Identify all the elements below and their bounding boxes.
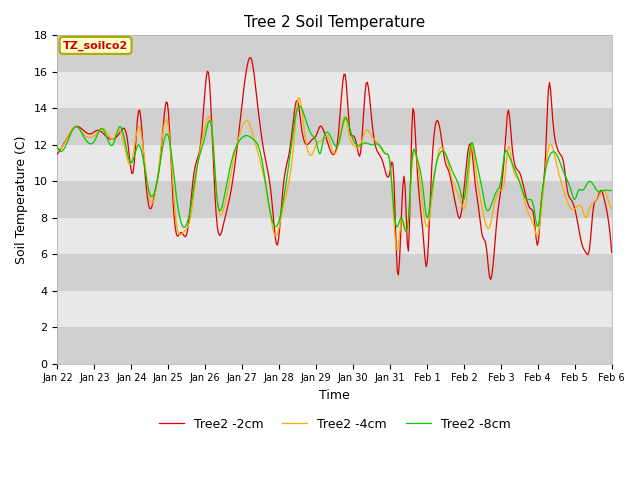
Bar (58, 327, 612, 364)
Tree2 -2cm (247, 55, 255, 60)
Bar (58, 36, 612, 72)
Text: TZ_soilco2: TZ_soilco2 (63, 40, 128, 50)
Tree2 -4cm (596, 190, 604, 196)
Tree2 -8cm (54, 144, 61, 149)
Tree2 -2cm (608, 250, 616, 255)
Tree2 -4cm (294, 95, 302, 101)
Tree2 -8cm (355, 143, 362, 148)
Tree2 -8cm (318, 145, 326, 151)
Line: Tree2 -8cm: Tree2 -8cm (58, 106, 612, 232)
Tree2 -2cm (318, 124, 326, 130)
Tree2 -2cm (487, 276, 495, 282)
Tree2 -4cm (54, 145, 61, 151)
Line: Tree2 -2cm: Tree2 -2cm (58, 58, 612, 279)
Tree2 -2cm (510, 158, 518, 164)
Tree2 -8cm (385, 153, 392, 158)
Tree2 -8cm (403, 229, 410, 235)
Bar (58, 72, 612, 108)
Tree2 -2cm (385, 174, 392, 180)
Title: Tree 2 Soil Temperature: Tree 2 Soil Temperature (244, 15, 425, 30)
Tree2 -2cm (355, 151, 362, 156)
Tree2 -4cm (608, 206, 616, 212)
Bar (58, 218, 612, 254)
Tree2 -4cm (394, 248, 401, 253)
X-axis label: Time: Time (319, 389, 350, 402)
Tree2 -2cm (321, 132, 329, 138)
Line: Tree2 -4cm: Tree2 -4cm (58, 98, 612, 251)
Tree2 -8cm (608, 188, 616, 193)
Y-axis label: Soil Temperature (C): Soil Temperature (C) (15, 135, 28, 264)
Tree2 -8cm (296, 103, 303, 109)
Bar (58, 291, 612, 327)
Tree2 -4cm (355, 145, 362, 151)
Bar (58, 181, 612, 218)
Tree2 -8cm (596, 189, 604, 194)
Bar (58, 254, 612, 291)
Tree2 -4cm (318, 138, 326, 144)
Bar (58, 108, 612, 145)
Bar (58, 145, 612, 181)
Tree2 -4cm (385, 152, 392, 157)
Tree2 -8cm (510, 165, 518, 170)
Tree2 -8cm (321, 131, 329, 137)
Tree2 -2cm (54, 151, 61, 157)
Tree2 -4cm (321, 134, 329, 140)
Legend: Tree2 -2cm, Tree2 -4cm, Tree2 -8cm: Tree2 -2cm, Tree2 -4cm, Tree2 -8cm (154, 413, 515, 436)
Tree2 -2cm (596, 188, 604, 193)
Tree2 -4cm (510, 169, 518, 175)
